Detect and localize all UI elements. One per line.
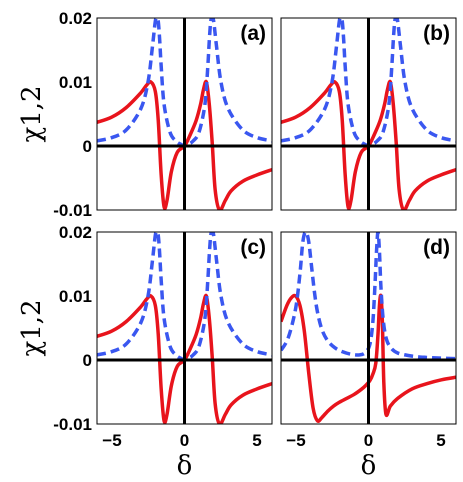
panel-c: (c) (96, 231, 273, 425)
y-tick-label: 0.01 (59, 73, 92, 92)
x-tick-label: 5 (436, 431, 445, 450)
frame-d (280, 231, 457, 425)
frame-b (280, 17, 457, 211)
frame-c (96, 231, 273, 425)
panel-label-d: (d) (423, 236, 450, 259)
y-tick-label: -0.01 (53, 415, 92, 434)
series-line-dashed-blue (281, 232, 456, 361)
y-tick-label: 0 (83, 137, 92, 156)
y-axis-label-bottom: χ1,2 (17, 299, 47, 356)
panel-label-b: (b) (423, 22, 450, 45)
x-tick-label: 5 (252, 431, 261, 450)
frame-a (96, 17, 273, 211)
series-line-solid-red (281, 293, 456, 423)
y-tick-label: 0.01 (59, 287, 92, 306)
y-tick-label: 0 (83, 351, 92, 370)
y-tick-label: 0.02 (59, 223, 92, 242)
panel-label-a: (a) (240, 22, 266, 45)
y-axis-label-top: χ1,2 (17, 85, 47, 142)
panel-label-c: (c) (240, 236, 266, 259)
x-tick-label: −5 (102, 431, 121, 450)
y-tick-label: -0.01 (53, 201, 92, 220)
x-tick-label: 0 (364, 431, 373, 450)
panel-a: (a) (96, 17, 273, 211)
x-axis-label-right: δ (361, 451, 377, 481)
panel-b: (b) (280, 17, 457, 211)
series-group-d (281, 232, 456, 423)
x-axis-label-left: δ (177, 451, 193, 481)
y-tick-label: 0.02 (59, 9, 92, 28)
x-tick-label: −5 (286, 431, 305, 450)
x-tick-label: 0 (180, 431, 189, 450)
panel-d: (d) (280, 231, 457, 425)
